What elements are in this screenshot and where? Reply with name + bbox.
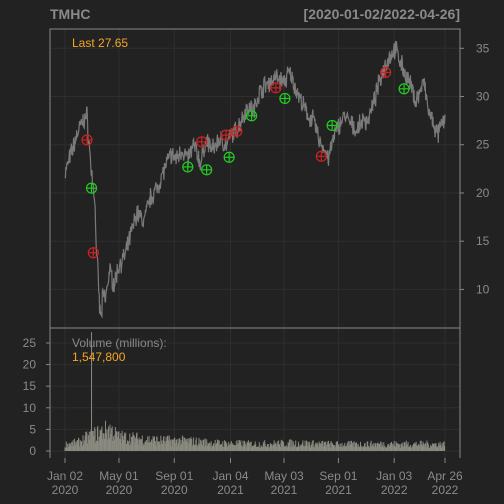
buy-signal-marker bbox=[223, 151, 235, 163]
signal-markers bbox=[81, 66, 410, 259]
price-panel-frame bbox=[49, 28, 461, 329]
chart-symbol: TMHC bbox=[50, 6, 90, 22]
date-tick-label: Jan 04 bbox=[212, 469, 248, 483]
volume-tick-label: 0 bbox=[29, 444, 36, 458]
buy-signal-marker bbox=[85, 182, 98, 194]
date-tick-label: Apr 26 bbox=[427, 469, 463, 483]
price-tick-label: 35 bbox=[476, 41, 490, 55]
sell-signal-marker bbox=[231, 125, 243, 137]
date-tick-label: May 01 bbox=[99, 469, 139, 483]
price-tick-label: 30 bbox=[476, 90, 490, 104]
date-tick-label: Sep 01 bbox=[155, 469, 193, 483]
buy-signal-marker bbox=[246, 110, 258, 122]
sell-signal-marker bbox=[81, 134, 93, 146]
buy-signal-marker bbox=[201, 164, 213, 176]
price-axis: 10 15 20 25 30 35 bbox=[460, 41, 490, 296]
sell-signal-marker bbox=[270, 82, 282, 94]
date-tick-label: Jan 02 bbox=[47, 469, 83, 483]
volume-tick-label: 20 bbox=[23, 358, 37, 372]
price-tick-label: 10 bbox=[476, 282, 490, 296]
volume-tick-label: 15 bbox=[23, 379, 37, 393]
volume-axis: 0 5 10 15 20 25 bbox=[23, 336, 50, 458]
sell-signal-marker bbox=[380, 66, 392, 79]
date-tick-label: Jan 03 bbox=[376, 469, 412, 483]
volume-label: Volume (millions): bbox=[72, 336, 167, 350]
sell-signal-marker bbox=[87, 247, 99, 259]
volume-tick-label: 5 bbox=[29, 422, 36, 436]
date-tick-year: 2021 bbox=[217, 483, 244, 497]
buy-signal-marker bbox=[182, 161, 194, 173]
volume-tick-label: 10 bbox=[23, 401, 37, 415]
sell-signal-marker bbox=[220, 129, 232, 141]
volume-bars bbox=[64, 332, 446, 451]
price-tick-label: 15 bbox=[476, 234, 490, 248]
date-tick-year: 2020 bbox=[106, 483, 133, 497]
date-tick-year: 2021 bbox=[325, 483, 352, 497]
volume-value: 1,547,800 bbox=[72, 350, 126, 364]
date-tick-year: 2020 bbox=[161, 483, 188, 497]
date-tick-label: May 03 bbox=[264, 469, 304, 483]
chart-date-range: [2020-01-02/2022-04-26] bbox=[304, 6, 460, 22]
date-tick-label: Sep 01 bbox=[319, 469, 357, 483]
price-tick-label: 25 bbox=[476, 138, 490, 152]
buy-signal-marker bbox=[279, 92, 291, 105]
date-tick-year: 2022 bbox=[432, 483, 459, 497]
sell-signal-marker bbox=[315, 150, 327, 162]
buy-signal-marker bbox=[326, 119, 338, 132]
buy-signal-marker bbox=[398, 83, 410, 95]
last-price-label: Last 27.65 bbox=[72, 36, 128, 50]
volume-tick-label: 25 bbox=[23, 336, 37, 350]
date-tick-year: 2020 bbox=[52, 483, 79, 497]
date-tick-year: 2021 bbox=[271, 483, 298, 497]
date-tick-year: 2022 bbox=[381, 483, 408, 497]
sell-signal-marker bbox=[196, 136, 208, 148]
price-tick-label: 20 bbox=[476, 186, 490, 200]
